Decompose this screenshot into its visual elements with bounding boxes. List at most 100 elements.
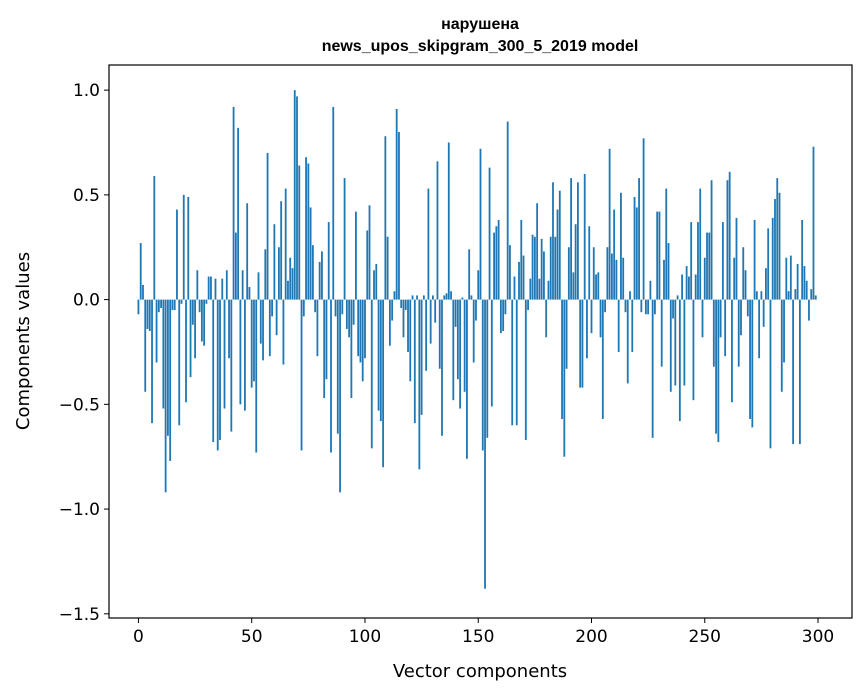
bar-79: [316, 299, 319, 357]
bar-187: [561, 299, 563, 420]
bar-90: [341, 299, 344, 315]
bar-42: [232, 106, 235, 300]
bar-296: [808, 299, 810, 321]
bar-280: [771, 217, 774, 300]
bar-52: [255, 299, 258, 453]
bar-116: [400, 299, 403, 308]
bar-114: [395, 108, 398, 300]
bar-258: [721, 222, 724, 300]
x-axis-label: Vector components: [393, 661, 567, 682]
bar-134: [441, 299, 443, 436]
bar-263: [733, 257, 736, 300]
bar-64: [282, 299, 285, 365]
bar-71: [298, 165, 301, 300]
bar-257: [719, 299, 722, 338]
bar-254: [712, 299, 715, 367]
bar-27: [198, 299, 201, 313]
bar-283: [778, 192, 781, 300]
bar-246: [694, 274, 697, 300]
bar-267: [742, 247, 745, 300]
bar-125: [420, 299, 423, 415]
bar-147: [470, 295, 473, 300]
bar-240: [681, 274, 684, 300]
bar-194: [577, 182, 579, 300]
bar-48: [246, 203, 249, 300]
bar-81: [321, 251, 323, 300]
bar-292: [798, 299, 801, 445]
bar-168: [518, 261, 520, 300]
bar-84: [327, 222, 330, 300]
y-tick-label: 0.5: [73, 186, 100, 206]
bar-213: [620, 192, 622, 300]
bar-102: [368, 205, 371, 300]
bar-200: [590, 299, 593, 334]
bar-238: [676, 295, 679, 300]
y-tick-label: 1.0: [73, 81, 100, 101]
bar-231: [660, 299, 663, 367]
bar-264: [735, 217, 738, 300]
bar-270: [749, 299, 751, 420]
bar-277: [765, 268, 767, 300]
bar-106: [377, 299, 380, 411]
bar-28: [200, 299, 203, 342]
y-tick-label: −0.5: [59, 395, 100, 415]
bar-186: [558, 190, 561, 300]
bar-158: [495, 226, 498, 300]
plot-frame: [108, 64, 853, 619]
bar-0: [137, 299, 140, 315]
bar-153: [484, 299, 486, 589]
bar-223: [642, 138, 645, 300]
bar-67: [289, 257, 292, 300]
bar-281: [774, 199, 776, 300]
bar-37: [221, 278, 224, 300]
bar-82: [323, 299, 326, 399]
bar-266: [740, 299, 742, 336]
bar-159: [497, 220, 500, 300]
bar-39: [225, 270, 228, 300]
bar-110: [386, 236, 389, 300]
bar-294: [803, 266, 806, 300]
bar-46: [241, 270, 244, 300]
bar-112: [391, 299, 394, 321]
bar-202: [595, 274, 597, 300]
bar-55: [262, 299, 264, 361]
bar-30: [205, 299, 208, 304]
bar-128: [427, 188, 430, 300]
y-tick-label: −1.5: [59, 605, 100, 625]
bar-162: [504, 299, 507, 315]
bar-225: [647, 299, 650, 315]
x-tick-label: 100: [349, 627, 381, 647]
axis-ticks: 0 50 100 150 200 250 300 −1.5 −1.0 −0.5 0.0 0.5 1.0: [59, 81, 835, 647]
bar-205: [601, 299, 604, 420]
bar-180: [545, 299, 548, 338]
bar-3: [144, 299, 147, 392]
bar-285: [783, 299, 785, 363]
bar-249: [701, 299, 704, 338]
bar-286: [785, 257, 788, 300]
bar-91: [343, 178, 346, 300]
bar-216: [626, 299, 629, 384]
bar-151: [479, 148, 482, 300]
bar-68: [291, 268, 294, 300]
bar-160: [499, 299, 502, 334]
bar-76: [309, 207, 312, 300]
bar-172: [527, 299, 529, 311]
bar-59: [271, 299, 273, 317]
bar-83: [325, 299, 328, 380]
bar-154: [486, 299, 489, 438]
bar-103: [370, 299, 373, 449]
bar-230: [658, 211, 661, 300]
bar-57: [266, 152, 269, 300]
bar-137: [447, 142, 450, 300]
bar-11: [162, 299, 165, 409]
bar-47: [244, 299, 246, 411]
bar-295: [805, 280, 808, 300]
bar-148: [472, 299, 475, 363]
bar-269: [746, 299, 749, 317]
bar-85: [330, 299, 332, 453]
bar-273: [755, 291, 758, 300]
bar-33: [212, 299, 215, 443]
bar-92: [345, 299, 348, 329]
bar-50: [250, 299, 253, 388]
